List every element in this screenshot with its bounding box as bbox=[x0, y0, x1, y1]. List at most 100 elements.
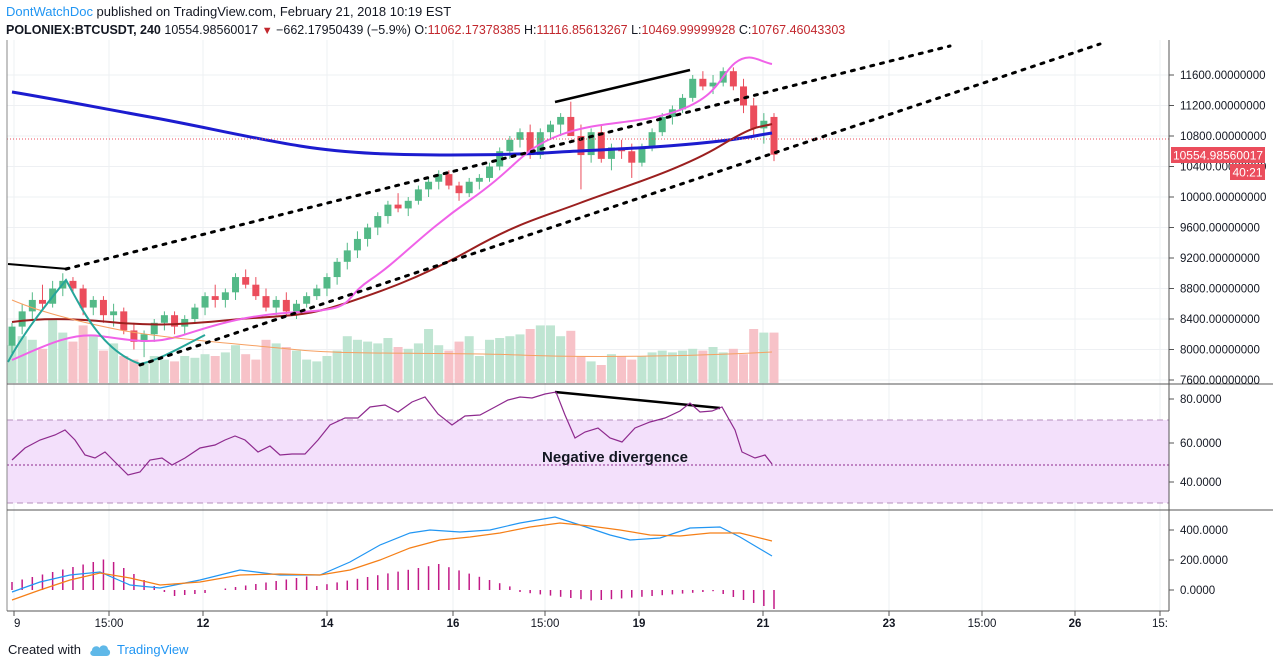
rsi-line bbox=[11, 391, 773, 476]
candle-body bbox=[191, 307, 199, 319]
candle-body bbox=[262, 296, 270, 308]
candle-body bbox=[496, 151, 504, 167]
volume-bar bbox=[149, 356, 159, 383]
volume-bar bbox=[739, 354, 749, 383]
volume-bar bbox=[241, 354, 251, 383]
candle-body bbox=[506, 139, 514, 152]
volume-bar bbox=[251, 359, 261, 383]
time-tick-label: 14 bbox=[321, 618, 334, 630]
candle-body bbox=[404, 200, 412, 209]
candle-body bbox=[292, 303, 300, 312]
panel-frames bbox=[6, 40, 1273, 612]
candle-body bbox=[546, 124, 554, 133]
volume-bar bbox=[119, 356, 129, 383]
tradingview-link[interactable]: TradingView bbox=[116, 642, 189, 657]
macd-tick-label: 0.0000 bbox=[1180, 585, 1215, 597]
rsi-divergence-line bbox=[554, 390, 721, 410]
volume-bar bbox=[586, 361, 596, 383]
annotation-negative-divergence: Negative divergence bbox=[542, 449, 688, 466]
volume-bar bbox=[535, 325, 545, 383]
trendlines bbox=[7, 42, 1102, 410]
author-link[interactable]: DontWatchDoc bbox=[6, 4, 93, 19]
candle-body bbox=[750, 105, 758, 129]
time-tick-label: 15:00 bbox=[531, 618, 560, 630]
volume-bar bbox=[139, 363, 149, 383]
candle-body bbox=[89, 299, 97, 308]
candle-body bbox=[435, 174, 443, 182]
volume-bar bbox=[109, 343, 119, 383]
volume-bar bbox=[58, 332, 68, 383]
volume-bar bbox=[627, 359, 637, 383]
candle-body bbox=[374, 216, 382, 228]
candle-body bbox=[364, 227, 372, 239]
open-value: 11062.17378385 bbox=[427, 23, 521, 37]
price-axis: 11600.00000000 11200.00000000 10800.000000… bbox=[1169, 70, 1266, 387]
candle-body bbox=[323, 277, 331, 289]
volume-bar bbox=[373, 343, 383, 383]
volume-bar bbox=[424, 329, 434, 383]
price-tick-label: 8000.00000000 bbox=[1180, 345, 1260, 357]
volume-bar bbox=[647, 352, 657, 383]
candle-body bbox=[567, 116, 575, 136]
volume-bar bbox=[637, 356, 647, 383]
candle-body bbox=[475, 177, 483, 182]
candle-body bbox=[232, 277, 240, 293]
volume-bar bbox=[68, 341, 78, 383]
close-value: 10767.46043303 bbox=[751, 23, 846, 37]
candle-body bbox=[171, 315, 179, 327]
trendline-start bbox=[7, 263, 69, 270]
candle-body bbox=[160, 315, 168, 323]
candle-body bbox=[8, 326, 16, 346]
volume-bar bbox=[190, 357, 200, 383]
volume-bar bbox=[474, 356, 484, 383]
volume-bar bbox=[495, 338, 505, 383]
price-tick-label: 8800.00000000 bbox=[1180, 284, 1260, 296]
volume-bar bbox=[302, 359, 312, 383]
ma-orange-line bbox=[11, 299, 773, 357]
price-tick-label: 10000.00000000 bbox=[1180, 192, 1266, 204]
candle-body bbox=[130, 330, 138, 342]
candle-body bbox=[38, 299, 46, 304]
candle-body bbox=[597, 132, 605, 159]
candle-body bbox=[394, 204, 402, 209]
volume-bar bbox=[444, 350, 454, 383]
candle-body bbox=[587, 132, 595, 156]
macd-line bbox=[11, 516, 773, 593]
candle-body bbox=[110, 311, 118, 316]
time-tick-label: 21 bbox=[757, 618, 770, 630]
volume-bar bbox=[383, 338, 393, 383]
volume-bar bbox=[413, 343, 423, 383]
volume-bar bbox=[261, 339, 271, 383]
volume-bar bbox=[342, 336, 352, 383]
grid-lines bbox=[7, 40, 1169, 611]
time-tick-label: 23 bbox=[883, 618, 896, 630]
volume-bar bbox=[454, 341, 464, 383]
high-value: 11116.85613267 bbox=[536, 23, 628, 37]
low-label: L: bbox=[631, 23, 642, 37]
candle-body bbox=[679, 97, 687, 110]
rsi-axis: 80.0000 60.0000 40.0000 bbox=[1169, 394, 1222, 489]
candle-body bbox=[465, 181, 473, 194]
created-with-label: Created with bbox=[8, 642, 81, 657]
candle-body bbox=[658, 116, 666, 133]
macd-tick-label: 200.0000 bbox=[1180, 555, 1228, 567]
time-tick-label: 15:00 bbox=[95, 618, 124, 630]
candle-body bbox=[740, 86, 748, 106]
time-tick-label: 26 bbox=[1069, 618, 1082, 630]
volume-bar bbox=[749, 329, 759, 383]
volume-bar bbox=[220, 352, 230, 383]
volume-bar bbox=[37, 348, 47, 383]
time-tick-label: 9 bbox=[14, 618, 20, 630]
open-label: O: bbox=[414, 23, 428, 37]
candle-body bbox=[526, 132, 534, 156]
candle-body bbox=[150, 322, 158, 335]
volume-bar bbox=[7, 345, 17, 383]
volume-bar bbox=[657, 350, 667, 383]
candle-body bbox=[425, 181, 433, 190]
volume-bar bbox=[210, 356, 220, 383]
volume-bar bbox=[617, 356, 627, 383]
volume-bar bbox=[545, 325, 555, 383]
price-tick-label: 11200.00000000 bbox=[1180, 101, 1266, 113]
candle-body bbox=[628, 151, 636, 163]
